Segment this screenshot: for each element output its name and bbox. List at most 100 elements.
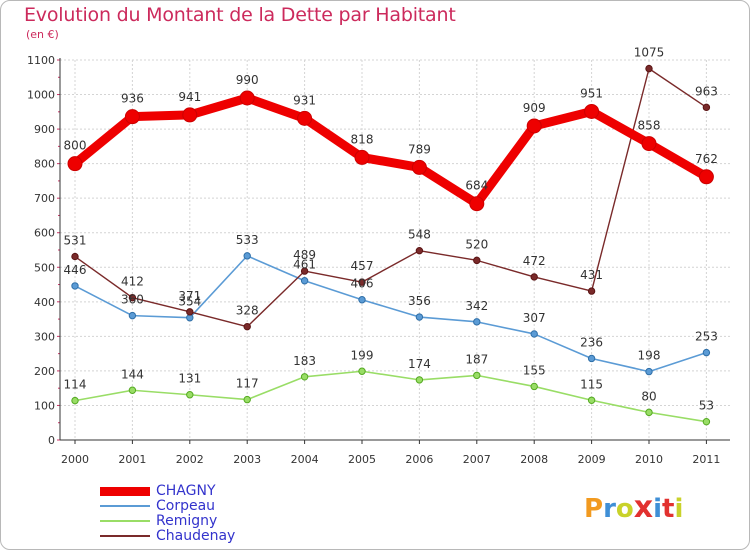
data-point-chaudenay bbox=[243, 322, 251, 331]
data-label-corpeau: 198 bbox=[638, 349, 661, 363]
data-point-chaudenay bbox=[645, 64, 653, 73]
logo-letter: i bbox=[674, 494, 684, 524]
data-label-chagny: 818 bbox=[351, 132, 374, 146]
legend-label: CHAGNY bbox=[156, 483, 216, 499]
data-point-chaudenay bbox=[702, 103, 711, 112]
data-point-corpeau bbox=[71, 282, 79, 290]
data-label-chaudenay: 457 bbox=[351, 259, 374, 273]
data-point-corpeau bbox=[473, 318, 481, 326]
data-label-remigny: 183 bbox=[293, 354, 316, 368]
y-tick-label: 700 bbox=[34, 192, 55, 205]
data-point-chaudenay bbox=[415, 246, 424, 255]
data-label-remigny: 187 bbox=[465, 352, 488, 366]
axes: 0 100 200 300 400 500 600 700 800 900 1000 1100 2000… bbox=[27, 54, 730, 466]
data-label-corpeau: 253 bbox=[695, 330, 718, 344]
logo-letter: x bbox=[633, 490, 654, 525]
x-tick-label: 2000 bbox=[61, 453, 89, 466]
data-label-chagny: 858 bbox=[638, 119, 661, 133]
data-label-chaudenay: 548 bbox=[408, 228, 431, 242]
proxiti-logo: Proxiti bbox=[584, 490, 683, 525]
legend-swatch bbox=[100, 486, 150, 496]
legend-item-chagny: CHAGNY bbox=[100, 483, 270, 499]
data-point-chaudenay bbox=[300, 267, 309, 275]
x-tick-label: 2003 bbox=[233, 453, 261, 466]
data-point-remigny bbox=[530, 382, 538, 391]
data-point-remigny bbox=[186, 391, 194, 399]
series-line-chaudenay bbox=[74, 67, 708, 328]
data-point-remigny bbox=[358, 367, 366, 375]
data-label-chagny: 684 bbox=[465, 179, 488, 193]
legend-item-corpeau: Corpeau bbox=[100, 498, 270, 514]
logo-letter: r bbox=[603, 494, 616, 524]
data-point-chagny bbox=[239, 90, 255, 106]
unit-label: (en €) bbox=[26, 28, 59, 41]
data-point-chagny bbox=[354, 149, 370, 165]
data-label-chaudenay: 963 bbox=[695, 84, 718, 98]
x-tick-label: 2006 bbox=[405, 453, 433, 466]
data-point-chagny bbox=[182, 107, 198, 123]
data-label-remigny: 155 bbox=[523, 363, 546, 377]
data-point-chagny bbox=[124, 109, 140, 125]
legend-label: Corpeau bbox=[156, 498, 216, 514]
series-layer bbox=[67, 64, 714, 426]
data-point-corpeau bbox=[530, 330, 538, 338]
x-tick-label: 2001 bbox=[118, 453, 146, 466]
data-point-chagny bbox=[584, 103, 600, 119]
data-label-corpeau: 406 bbox=[351, 277, 374, 291]
legend: CHAGNY Corpeau Remigny Chaudenay bbox=[100, 483, 270, 544]
data-label-chaudenay: 520 bbox=[465, 237, 488, 251]
y-tick-label: 300 bbox=[34, 330, 55, 343]
data-label-remigny: 144 bbox=[121, 367, 144, 381]
data-label-corpeau: 307 bbox=[523, 311, 546, 325]
y-tick-label: 100 bbox=[34, 399, 55, 412]
y-tick-label: 500 bbox=[34, 261, 55, 274]
data-point-chagny bbox=[469, 196, 485, 212]
data-label-corpeau: 461 bbox=[293, 258, 316, 272]
data-point-corpeau bbox=[415, 313, 424, 321]
legend-swatch bbox=[100, 535, 150, 537]
data-point-remigny bbox=[587, 396, 596, 404]
data-point-chagny bbox=[67, 156, 83, 172]
y-tick-label: 1000 bbox=[27, 89, 55, 102]
data-label-chagny: 990 bbox=[236, 73, 259, 87]
data-label-corpeau: 446 bbox=[64, 263, 87, 277]
data-label-corpeau: 354 bbox=[178, 295, 201, 309]
x-tick-label: 2004 bbox=[291, 453, 319, 466]
data-label-corpeau: 360 bbox=[121, 293, 144, 307]
data-label-remigny: 131 bbox=[178, 372, 201, 386]
y-tick-label: 800 bbox=[34, 158, 55, 171]
data-label-chagny: 762 bbox=[695, 152, 718, 166]
data-label-corpeau: 356 bbox=[408, 294, 431, 308]
data-point-chaudenay bbox=[473, 256, 481, 265]
data-point-chaudenay bbox=[71, 252, 79, 261]
data-label-chaudenay: 1075 bbox=[634, 46, 665, 60]
logo-letter: P bbox=[584, 494, 604, 524]
data-label-chagny: 800 bbox=[64, 139, 87, 153]
data-label-chagny: 789 bbox=[408, 142, 431, 156]
data-point-remigny bbox=[702, 417, 711, 426]
data-point-corpeau bbox=[128, 311, 137, 320]
y-tick-label: 0 bbox=[48, 434, 55, 447]
logo-letter: o bbox=[615, 494, 634, 524]
y-tick-label: 1100 bbox=[27, 54, 55, 67]
data-label-remigny: 174 bbox=[408, 357, 431, 371]
x-tick-label: 2009 bbox=[578, 453, 606, 466]
legend-swatch bbox=[100, 520, 150, 522]
data-point-remigny bbox=[415, 376, 424, 384]
data-point-chagny bbox=[297, 110, 313, 126]
data-label-chaudenay: 472 bbox=[523, 254, 546, 268]
data-label-chagny: 936 bbox=[121, 92, 144, 106]
data-label-chaudenay: 412 bbox=[121, 275, 144, 289]
y-tick-label: 400 bbox=[34, 296, 55, 309]
data-point-chaudenay bbox=[358, 278, 366, 286]
chart-title: Evolution du Montant de la Dette par Hab… bbox=[24, 4, 456, 26]
data-label-chaudenay: 531 bbox=[64, 234, 87, 248]
data-label-remigny: 115 bbox=[580, 377, 603, 391]
data-label-chagny: 931 bbox=[293, 93, 316, 107]
legend-item-chaudenay: Chaudenay bbox=[100, 528, 270, 544]
logo-letter: i bbox=[653, 494, 663, 524]
data-point-chaudenay bbox=[530, 273, 538, 281]
data-label-remigny: 53 bbox=[699, 399, 714, 413]
series-line-remigny bbox=[74, 370, 708, 423]
